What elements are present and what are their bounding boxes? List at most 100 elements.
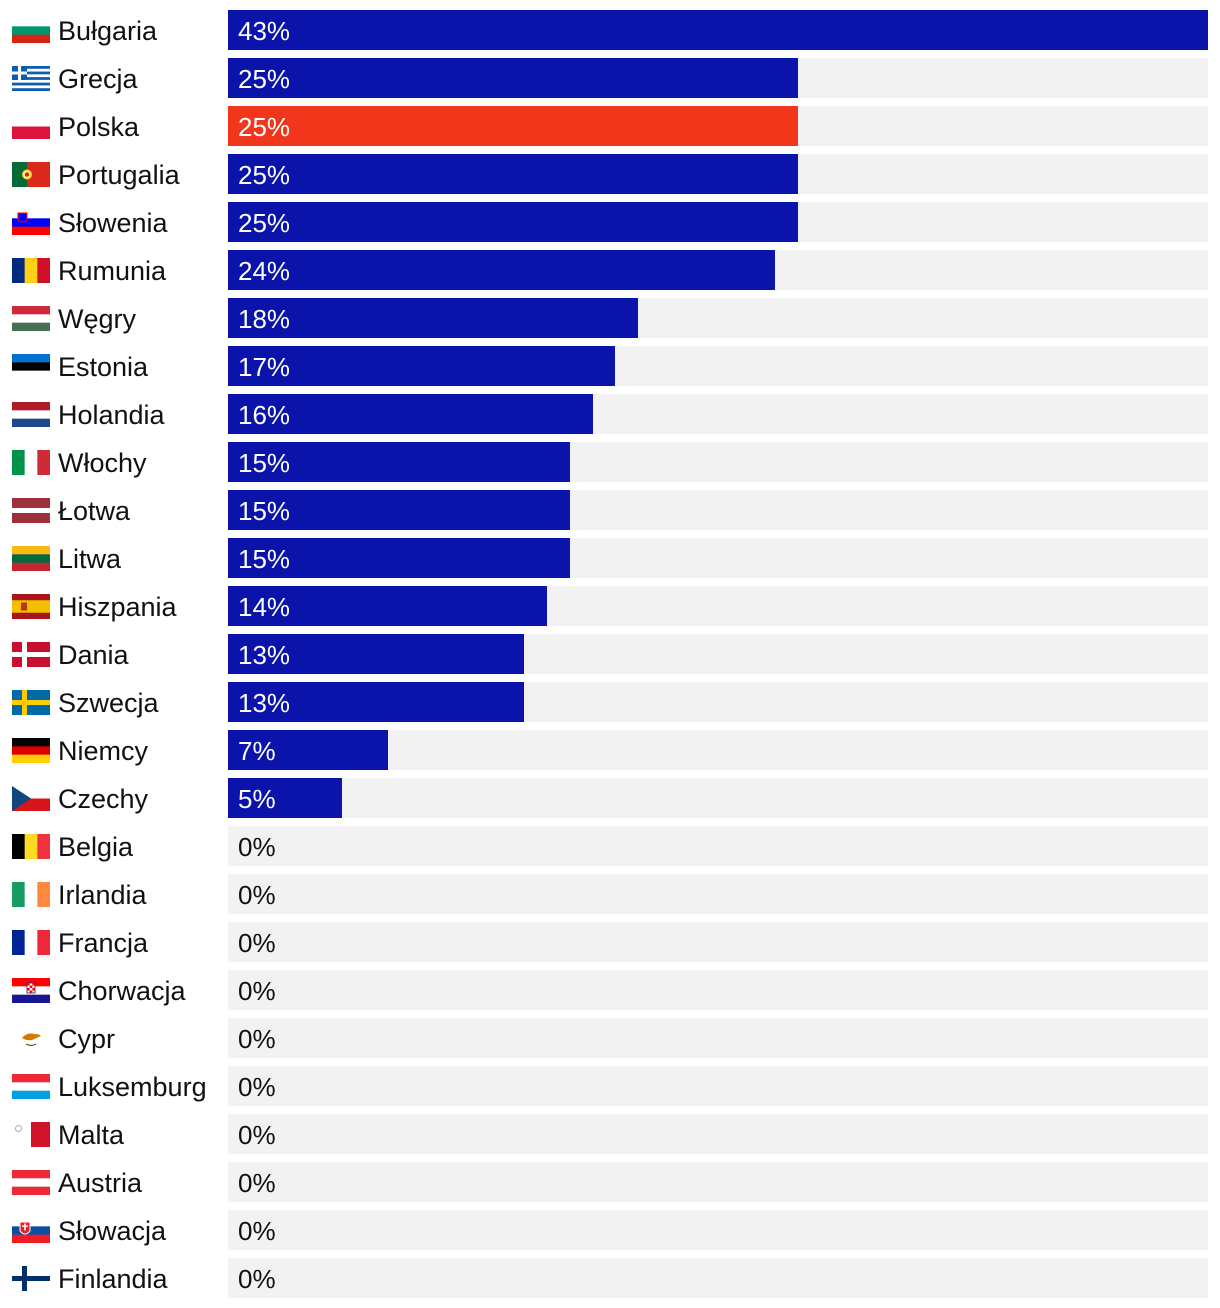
bar: [228, 10, 1208, 50]
bar-track: 43%: [228, 10, 1208, 50]
bar: [228, 58, 798, 98]
bar-track: 0%: [228, 1066, 1208, 1106]
bar-track: 0%: [228, 970, 1208, 1010]
chart-row: Niemcy 7%: [0, 730, 1220, 770]
chart-row: Słowenia 25%: [0, 202, 1220, 242]
hr-flag-icon: [12, 978, 50, 1003]
bar-track: 18%: [228, 298, 1208, 338]
value-label: 15%: [238, 544, 291, 574]
ee-flag-icon: [12, 354, 50, 379]
bar-track: 0%: [228, 1210, 1208, 1250]
bar: [228, 154, 798, 194]
value-label: 0%: [238, 1264, 276, 1294]
chart-row: Rumunia 24%: [0, 250, 1220, 290]
value-label: 43%: [238, 16, 291, 46]
value-label: 5%: [238, 784, 276, 814]
category-label: Irlandia: [58, 880, 147, 910]
value-label: 0%: [238, 976, 276, 1006]
chart-row: Chorwacja 0%: [0, 970, 1220, 1010]
fi-flag-icon: [12, 1266, 50, 1291]
value-label: 0%: [238, 1072, 276, 1102]
category-label: Estonia: [58, 352, 149, 382]
value-label: 14%: [238, 592, 291, 622]
category-label: Słowenia: [58, 208, 168, 238]
bar-track: 5%: [228, 778, 1208, 818]
bar-track: 0%: [228, 1114, 1208, 1154]
chart-row: Litwa 15%: [0, 538, 1220, 578]
chart-row: Cypr 0%: [0, 1018, 1220, 1058]
lu-flag-icon: [12, 1074, 50, 1099]
category-label: Finlandia: [58, 1264, 168, 1294]
category-label: Dania: [58, 640, 129, 670]
value-label: 0%: [238, 880, 276, 910]
value-label: 0%: [238, 1168, 276, 1198]
bar: [228, 394, 593, 434]
bar-track: 15%: [228, 538, 1208, 578]
bar: [228, 682, 525, 722]
category-label: Czechy: [58, 784, 149, 814]
bar-track: 0%: [228, 1162, 1208, 1202]
lv-flag-icon: [12, 498, 50, 523]
value-label: 0%: [238, 928, 276, 958]
value-label: 18%: [238, 304, 291, 334]
value-label: 15%: [238, 448, 291, 478]
bar-track: 16%: [228, 394, 1208, 434]
category-label: Holandia: [58, 400, 165, 430]
category-label: Portugalia: [58, 160, 180, 190]
category-label: Łotwa: [58, 496, 131, 526]
pt-flag-icon: [12, 162, 50, 187]
category-label: Belgia: [58, 832, 134, 862]
bar: [228, 250, 775, 290]
value-label: 0%: [238, 1216, 276, 1246]
mt-flag-icon: [12, 1122, 50, 1147]
chart-row: Słowacja 0%: [0, 1210, 1220, 1250]
bar-track: 24%: [228, 250, 1208, 290]
bar-track: 0%: [228, 826, 1208, 866]
value-label: 7%: [238, 736, 276, 766]
category-label: Szwecja: [58, 688, 159, 718]
category-label: Luksemburg: [58, 1072, 207, 1102]
bar: [228, 634, 525, 674]
be-flag-icon: [12, 834, 50, 859]
bar: [228, 346, 616, 386]
value-label: 0%: [238, 1024, 276, 1054]
bar-track: 15%: [228, 490, 1208, 530]
nl-flag-icon: [12, 402, 50, 427]
bar: [228, 538, 570, 578]
cy-flag-icon: [12, 1026, 50, 1051]
gr-flag-icon: [12, 66, 50, 91]
bar-track: 17%: [228, 346, 1208, 386]
bar-track: 25%: [228, 202, 1208, 242]
bar: [228, 298, 639, 338]
category-label: Litwa: [58, 544, 122, 574]
chart-row: Luksemburg 0%: [0, 1066, 1220, 1106]
chart-row: Malta 0%: [0, 1114, 1220, 1154]
chart-row: Włochy 15%: [0, 442, 1220, 482]
category-label: Francja: [58, 928, 149, 958]
bar-track: 0%: [228, 922, 1208, 962]
chart-row: Belgia 0%: [0, 826, 1220, 866]
category-label: Słowacja: [58, 1216, 167, 1246]
bar: [228, 778, 342, 818]
bg-flag-icon: [12, 18, 50, 43]
chart-row: Estonia 17%: [0, 346, 1220, 386]
chart-row: Dania 13%: [0, 634, 1220, 674]
chart-row: Łotwa 15%: [0, 490, 1220, 530]
lt-flag-icon: [12, 546, 50, 571]
chart-row: Holandia 16%: [0, 394, 1220, 434]
dk-flag-icon: [12, 642, 50, 667]
category-label: Cypr: [58, 1024, 116, 1054]
sk-flag-icon: [12, 1218, 50, 1243]
bar-track: 13%: [228, 634, 1208, 674]
category-label: Niemcy: [58, 736, 149, 766]
value-label: 25%: [238, 208, 291, 238]
category-label: Hiszpania: [58, 592, 177, 622]
bar-track: 25%: [228, 58, 1208, 98]
value-label: 13%: [238, 640, 291, 670]
category-label: Chorwacja: [58, 976, 186, 1006]
fr-flag-icon: [12, 930, 50, 955]
category-label: Bułgaria: [58, 16, 158, 46]
ro-flag-icon: [12, 258, 50, 283]
chart-row: Francja 0%: [0, 922, 1220, 962]
